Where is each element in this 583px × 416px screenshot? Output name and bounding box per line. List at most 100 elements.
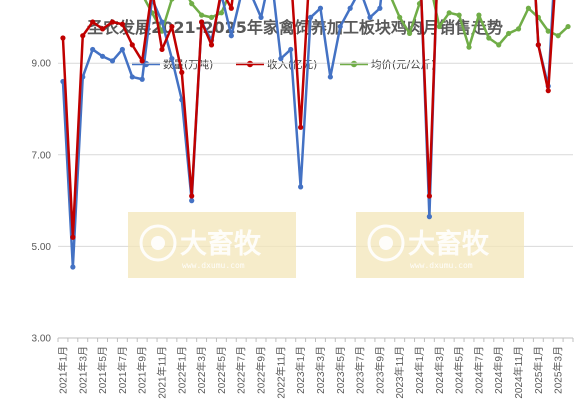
data-point <box>208 14 215 20</box>
data-point <box>288 46 294 53</box>
data-point <box>436 23 442 30</box>
data-point <box>496 42 502 48</box>
data-point <box>525 5 532 11</box>
x-tick-label: 2024年3月 <box>433 346 446 394</box>
y-axis: 3.005.007.009.0011.0013.00 <box>32 59 52 345</box>
data-point <box>337 23 343 30</box>
data-point <box>298 124 304 130</box>
data-point <box>169 0 175 2</box>
data-point <box>278 56 284 62</box>
x-tick-label: 2024年5月 <box>453 346 466 394</box>
data-point <box>535 42 541 48</box>
data-point <box>317 5 324 11</box>
data-point <box>228 33 234 39</box>
data-point <box>90 19 96 25</box>
watermark-right-text: 大畜牧 <box>408 228 490 260</box>
data-point <box>307 14 314 20</box>
legend-item-price: 均价(元/公斤) <box>340 59 435 71</box>
x-tick-label: 2022年11月 <box>274 346 287 399</box>
x-tick-label: 2023年11月 <box>393 346 406 399</box>
data-point <box>367 14 373 20</box>
watermark-left-sub: www.dxumu.com <box>182 261 245 270</box>
data-point <box>446 10 452 16</box>
data-point <box>476 12 482 18</box>
legend: 数量(万吨) 收入(亿元) 均价(元/公斤) <box>132 58 435 71</box>
watermark-right-sub: www.dxumu.com <box>410 261 473 270</box>
data-point <box>70 264 76 270</box>
x-tick-label: 2022年5月 <box>215 346 228 394</box>
data-point <box>228 5 234 11</box>
x-axis: 2021年1月 2021年3月 2021年5月 2021年7月 2021年9月 2021年… <box>56 338 574 399</box>
watermark-left-logo-icon <box>139 224 177 262</box>
watermark-left-text: 大畜牧 <box>180 228 262 260</box>
x-tick-label: 2021年1月 <box>56 346 69 394</box>
series-2 <box>143 0 571 50</box>
x-tick-label: 2022年7月 <box>235 346 248 394</box>
data-point <box>159 46 165 53</box>
data-point <box>506 30 512 37</box>
x-tick-label: 2023年9月 <box>373 346 386 394</box>
data-point <box>258 14 264 20</box>
data-point <box>545 28 551 34</box>
data-point <box>99 53 106 59</box>
x-tick-label: 2024年9月 <box>492 346 505 394</box>
data-point <box>406 30 413 37</box>
series-line <box>143 0 569 49</box>
data-point <box>426 214 432 220</box>
data-point <box>565 23 571 30</box>
data-point <box>218 10 225 16</box>
data-point <box>189 193 195 199</box>
x-tick-label: 2024年11月 <box>512 346 525 399</box>
y-tick-label: 9.00 <box>32 59 52 70</box>
data-point <box>169 56 175 62</box>
x-tick-label: 2025年1月 <box>532 346 545 394</box>
data-point <box>298 184 304 190</box>
data-point <box>169 23 175 30</box>
x-tick-label: 2022年1月 <box>175 346 188 394</box>
data-point <box>199 19 205 25</box>
data-point <box>466 44 472 50</box>
y-tick-label: 5.00 <box>32 242 52 253</box>
data-point <box>545 88 551 94</box>
data-point <box>70 234 76 240</box>
data-point <box>189 1 195 7</box>
data-point <box>377 5 383 11</box>
data-point <box>159 19 165 25</box>
x-tick-label: 2022年3月 <box>195 346 208 394</box>
x-tick-label: 2023年1月 <box>294 346 307 394</box>
data-point <box>90 46 96 53</box>
data-point <box>99 26 106 32</box>
data-point <box>486 35 492 41</box>
series-1 <box>60 0 556 240</box>
watermark-left: 大畜牧 www.dxumu.com <box>128 212 296 278</box>
x-tick-label: 2023年7月 <box>354 346 367 394</box>
data-point <box>109 58 116 64</box>
x-tick-label: 2021年11月 <box>155 346 168 399</box>
data-point <box>139 76 145 82</box>
x-tick-label: 2023年5月 <box>334 346 347 394</box>
x-tick-label: 2025年3月 <box>552 346 565 394</box>
data-point <box>199 12 205 18</box>
data-point <box>129 74 135 80</box>
x-tick-label: 2022年9月 <box>255 346 268 394</box>
watermark-right: 大畜牧 www.dxumu.com <box>356 212 524 278</box>
legend-label-price: 均价(元/公斤) <box>371 59 435 71</box>
data-point <box>119 46 125 53</box>
data-point <box>139 58 145 64</box>
data-point <box>555 33 561 39</box>
y-tick-label: 3.00 <box>32 334 52 345</box>
series-group <box>60 0 571 270</box>
data-point <box>80 33 86 39</box>
data-point <box>129 42 135 48</box>
data-point <box>119 21 125 27</box>
x-tick-label: 2021年9月 <box>136 346 149 394</box>
series-line <box>61 0 556 239</box>
data-point <box>397 14 403 20</box>
watermark-right-logo-icon <box>367 224 405 262</box>
x-tick-label: 2021年3月 <box>76 346 89 394</box>
x-tick-label: 2021年7月 <box>116 346 129 394</box>
data-point <box>208 42 215 48</box>
data-point <box>179 69 185 75</box>
data-point <box>426 193 432 199</box>
